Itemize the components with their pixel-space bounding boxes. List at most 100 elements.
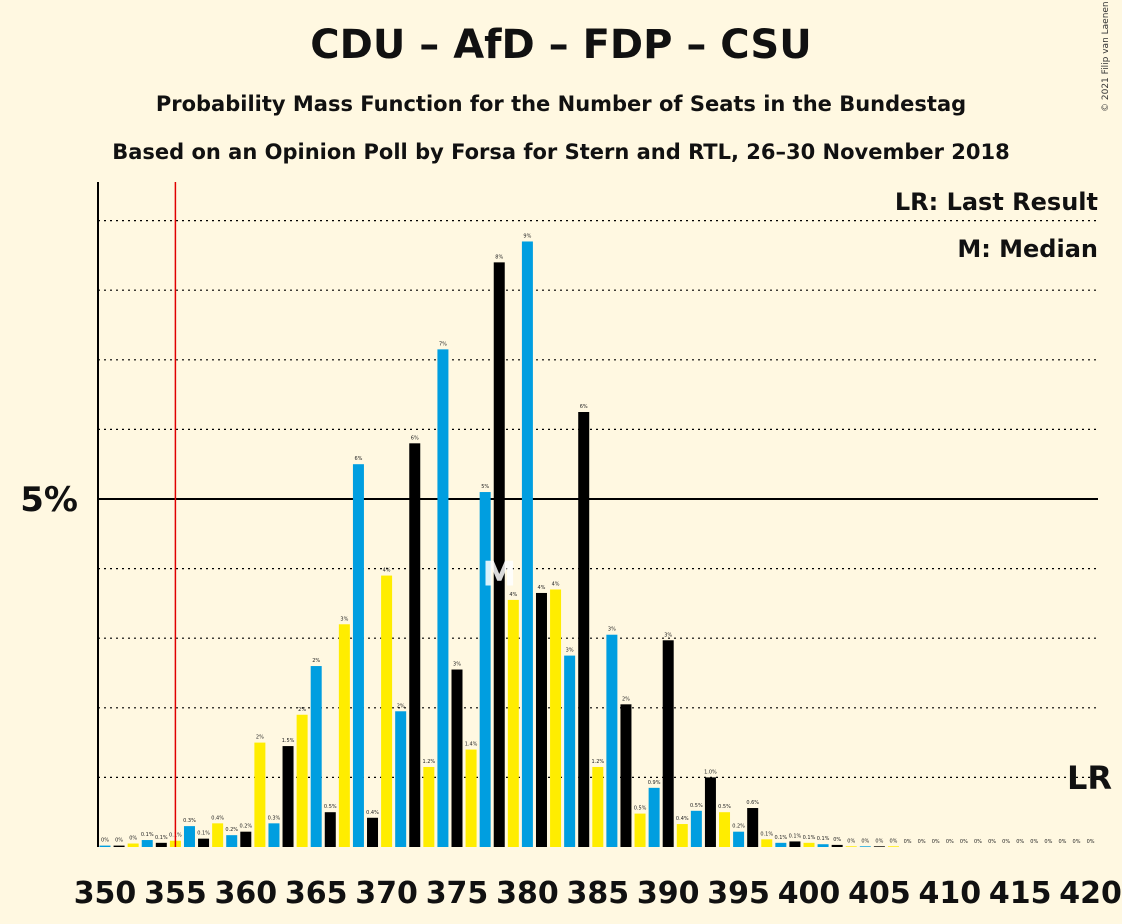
bar-value-label: 9% — [523, 233, 531, 239]
bar — [183, 826, 195, 847]
x-tick-label: 355 — [144, 876, 207, 911]
bar — [507, 599, 519, 847]
bar — [141, 840, 153, 847]
bar — [226, 835, 238, 847]
bar-value-label: 0% — [918, 839, 926, 845]
chart-title: CDU – AfD – FDP – CSU — [310, 22, 812, 68]
x-tick-label: 365 — [285, 876, 348, 911]
x-tick-label: 420 — [1059, 876, 1122, 911]
bar — [775, 842, 787, 847]
bar — [155, 842, 167, 847]
bar-value-label: 1.2% — [591, 759, 604, 765]
bar-value-label: 0.1% — [760, 831, 773, 837]
bar — [310, 666, 322, 847]
bar-value-label: 3% — [608, 627, 616, 633]
legend-last-result: LR: Last Result — [895, 188, 1098, 216]
bar-value-label: 0% — [861, 838, 869, 844]
bar-value-label: 0% — [988, 839, 996, 845]
bar-value-label: 0% — [1016, 839, 1024, 845]
x-tick-label: 350 — [74, 876, 137, 911]
bar-value-label: 4% — [383, 568, 391, 574]
bar-value-label: 2% — [256, 735, 264, 741]
bar-value-label: 0% — [946, 839, 954, 845]
bar-value-label: 2% — [622, 696, 630, 702]
bar — [437, 349, 449, 847]
bar-value-label: 3% — [664, 632, 672, 638]
bar-value-label: 0.1% — [817, 836, 830, 842]
bar-value-label: 0.1% — [774, 835, 787, 841]
bar — [451, 669, 463, 847]
bar — [268, 823, 280, 847]
bar — [676, 824, 688, 847]
bar — [634, 813, 646, 847]
bar-value-label: 0.4% — [676, 816, 689, 822]
bar — [493, 262, 505, 847]
bar-value-label: 0% — [1044, 839, 1052, 845]
bar — [423, 766, 435, 847]
bar-value-label: 0.1% — [789, 833, 802, 839]
bar-value-label: 0.6% — [746, 800, 759, 806]
bar — [761, 839, 773, 847]
bar — [859, 846, 871, 847]
bar-value-label: 2% — [312, 658, 320, 664]
bar-value-label: 0.1% — [141, 832, 154, 838]
bar — [254, 742, 266, 847]
bar-series — [99, 241, 899, 848]
bar-value-label: 0.9% — [648, 780, 661, 786]
bar — [212, 823, 224, 847]
bar-value-label: 0% — [890, 838, 898, 844]
bar-value-label: 4% — [552, 581, 560, 587]
bar — [127, 843, 139, 847]
bar-labels: 0%0%0%0.1%0.1%0.1%0.3%0.1%0.4%0.2%0.2%2%… — [101, 233, 1095, 845]
bar-value-label: 0% — [932, 839, 940, 845]
bar — [803, 842, 815, 847]
x-tick-label: 390 — [637, 876, 700, 911]
bar — [873, 846, 885, 847]
bar-value-label: 0% — [1030, 839, 1038, 845]
bar-value-label: 0% — [974, 839, 982, 845]
bar-value-label: 0.3% — [268, 815, 281, 821]
bar-value-label: 4% — [538, 585, 546, 591]
median-marker: M — [482, 555, 516, 595]
bar-value-label: 2% — [397, 703, 405, 709]
bar — [690, 810, 702, 847]
bar — [578, 412, 590, 847]
bar — [704, 777, 716, 847]
bar — [479, 492, 491, 847]
bar-value-label: 0% — [904, 839, 912, 845]
bar — [409, 443, 421, 847]
bar-value-label: 3% — [566, 648, 574, 654]
chart-subtitle: Probability Mass Function for the Number… — [155, 92, 967, 116]
x-tick-label: 375 — [426, 876, 489, 911]
bar — [887, 846, 899, 847]
bar — [831, 844, 843, 847]
bar — [113, 845, 125, 847]
bar-value-label: 8% — [495, 254, 503, 260]
bar-value-label: 2% — [298, 707, 306, 713]
y-tick-label: 5% — [20, 480, 78, 520]
bar-value-label: 5% — [481, 484, 489, 490]
bar-value-label: 0% — [960, 839, 968, 845]
bar-value-label: 0.5% — [718, 804, 731, 810]
bar-value-label: 4% — [509, 592, 517, 598]
bar — [845, 846, 857, 847]
bar-value-label: 0% — [847, 838, 855, 844]
bar — [282, 746, 294, 847]
x-tick-label: 395 — [707, 876, 770, 911]
bar — [648, 787, 660, 847]
bar-value-label: 0% — [1058, 839, 1066, 845]
chart-subtitle-source: Based on an Opinion Poll by Forsa for St… — [112, 140, 1010, 164]
bar-value-label: 3% — [453, 662, 461, 668]
lr-label: LR — [1067, 759, 1112, 797]
bar-value-label: 0.1% — [803, 835, 816, 841]
bar — [535, 592, 547, 847]
bar-value-label: 0.2% — [732, 824, 745, 830]
bar-value-label: 0% — [1073, 839, 1081, 845]
grid-lines — [97, 182, 1098, 847]
x-tick-label: 400 — [778, 876, 841, 911]
bar — [592, 766, 604, 847]
x-tick-label: 385 — [566, 876, 629, 911]
bar — [719, 812, 731, 847]
bar-value-label: 0% — [875, 838, 883, 844]
